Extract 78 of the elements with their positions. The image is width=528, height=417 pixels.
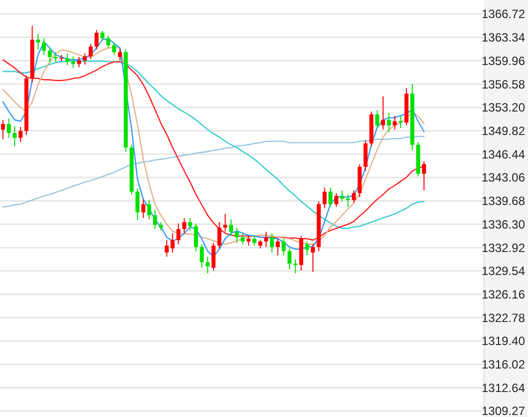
candlestick	[170, 232, 175, 254]
y-tick-label: 1316.02	[482, 358, 526, 372]
candlestick	[135, 188, 140, 221]
candlestick	[264, 231, 268, 248]
candlestick	[194, 223, 198, 252]
candlestick	[293, 258, 298, 274]
y-tick-label: 1319.40	[482, 334, 526, 348]
candlestick	[310, 244, 315, 272]
y-tick-label: 1332.92	[482, 240, 526, 255]
candlestick	[322, 187, 327, 209]
candlestick	[153, 209, 158, 230]
candlestick	[188, 217, 192, 231]
candlestick	[212, 242, 216, 272]
candlestick	[346, 194, 350, 208]
candlestick	[82, 53, 87, 66]
candlestick	[375, 110, 380, 129]
candlestick	[18, 126, 23, 142]
y-tick-label: 1326.16	[482, 287, 526, 302]
candlestick	[118, 48, 122, 61]
y-tick-label: 1309.27	[482, 404, 526, 417]
candlestick	[182, 217, 186, 234]
y-tick-label: 1356.58	[482, 77, 526, 92]
candlestick	[112, 42, 116, 56]
candlestick	[328, 187, 332, 208]
y-tick-label: 1353.20	[482, 100, 526, 115]
candlestick	[223, 213, 228, 232]
candlestick	[100, 30, 104, 41]
candlestick	[147, 200, 152, 220]
candlestick	[422, 160, 426, 191]
candlestick	[12, 126, 17, 147]
candlestick	[71, 56, 76, 69]
candlestick	[229, 218, 234, 236]
y-tick-label: 1312.64	[482, 380, 526, 395]
candlestick	[48, 46, 52, 64]
candlestick	[305, 240, 310, 256]
candlestick	[200, 244, 204, 268]
y-tick-label: 1349.82	[482, 124, 526, 138]
candlestick	[88, 43, 93, 60]
line-series	[2, 136, 425, 208]
candlestick	[1, 119, 5, 140]
candlestick	[386, 112, 391, 133]
candlestick	[288, 248, 292, 270]
candlestick	[36, 34, 40, 50]
candlestick	[77, 56, 82, 68]
candlestick	[334, 192, 338, 208]
y-tick-label: 1322.78	[482, 310, 526, 325]
candlestick	[392, 115, 397, 130]
candlestick	[364, 140, 368, 172]
y-tick-label: 1359.96	[482, 54, 526, 68]
candlestick	[164, 240, 169, 258]
candlestick	[176, 223, 180, 245]
candlestick	[282, 238, 286, 256]
candlestick	[246, 235, 251, 246]
candlestick	[6, 118, 11, 138]
candlestick	[141, 198, 146, 218]
y-tick-label: 1363.34	[482, 30, 526, 45]
candlestick	[42, 38, 46, 56]
y-tick-label: 1339.68	[482, 194, 526, 208]
candlestick	[398, 115, 403, 129]
candlestick	[381, 96, 386, 130]
candlestick	[217, 222, 222, 249]
candlestick	[54, 52, 58, 62]
candlestick	[270, 232, 274, 254]
y-tick-label: 1366.72	[482, 7, 526, 22]
y-tick-label: 1343.06	[482, 170, 526, 185]
candlestick	[234, 227, 239, 244]
candlestick	[252, 235, 256, 246]
candlestick	[206, 256, 210, 274]
y-tick-label: 1336.30	[482, 217, 526, 232]
y-tick-label: 1346.44	[482, 147, 526, 162]
y-tick-label: 1329.54	[482, 264, 526, 278]
candlestick	[240, 232, 245, 245]
candlestick	[352, 190, 356, 204]
candlestick	[340, 190, 344, 202]
candlestick	[106, 35, 110, 48]
candlestick	[65, 53, 70, 66]
candlestick	[94, 30, 99, 50]
candlestick	[276, 238, 280, 256]
